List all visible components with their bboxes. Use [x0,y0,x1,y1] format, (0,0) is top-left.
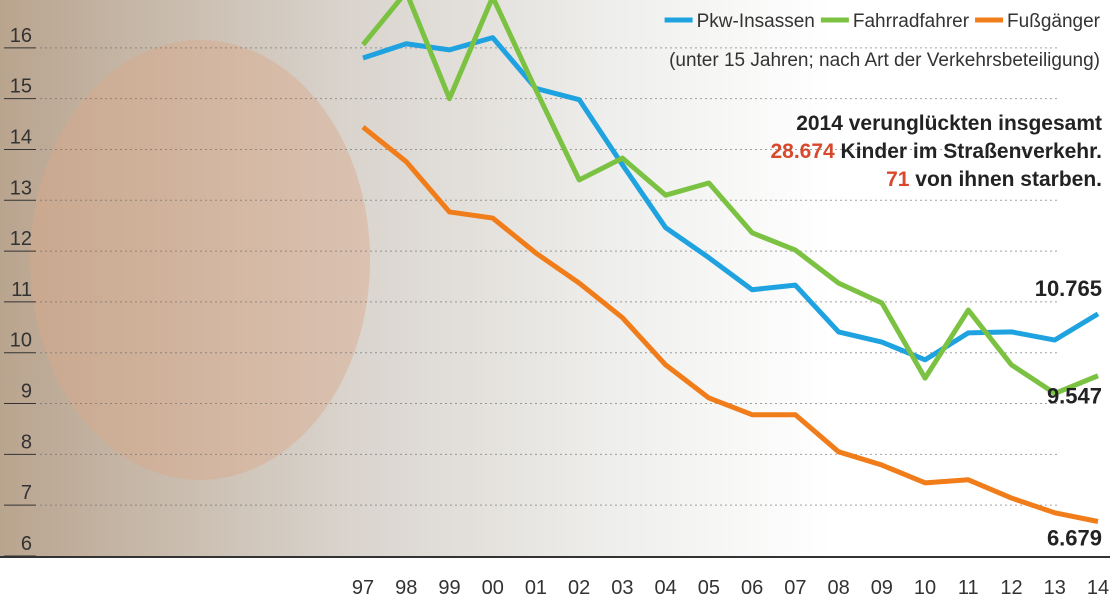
end-label: 6.679 [1047,525,1102,550]
annotation-part: 71 [886,168,910,191]
legend: Fußgänger Fahrradfahrer Pkw-Insassen [665,11,1101,32]
y-tick-label: 9 [21,381,32,403]
annotation-part: von ihnen starben. [909,168,1102,191]
y-tick-label: 10 [10,330,32,352]
y-tick-label: 12 [10,228,32,250]
legend-label: Fußgänger [1007,11,1101,32]
x-tick-label: 04 [655,577,677,599]
x-tick-label: 12 [1000,577,1022,599]
x-tick-label: 03 [611,577,633,599]
x-tick-label: 09 [871,577,893,599]
y-tick-label: 16 [10,25,32,47]
x-tick-label: 07 [784,577,806,599]
x-tick-label: 05 [698,577,720,599]
photo-figure [30,40,370,480]
y-tick-label: 15 [10,76,32,98]
y-tick-label: 8 [21,431,32,453]
end-label: 10.765 [1035,276,1102,301]
end-label: 9.547 [1047,384,1102,409]
y-tick-label: 6 [21,533,32,555]
x-tick-label: 00 [482,577,504,599]
x-tick-label: 02 [568,577,590,599]
x-tick-label: 08 [827,577,849,599]
annotation-part: 28.674 [770,140,835,163]
y-tick-label: 11 [11,279,32,301]
axis-band [0,557,1110,602]
y-tick-label: 13 [10,177,32,199]
annotation-part: 2014 verunglückten insgesamt [796,112,1102,135]
subtitle: (unter 15 Jahren; nach Art der Verkehrsb… [669,50,1100,71]
annotation-line: 2014 verunglückten insgesamt [796,112,1102,135]
annotation-line: 28.674 Kinder im Straßenverkehr. [770,140,1102,163]
y-tick-label: 7 [21,482,32,504]
annotation-part: Kinder im Straßenverkehr. [835,140,1102,163]
chart: (unter 15 Jahren; nach Art der Verkehrsb… [0,0,1110,602]
x-tick-label: 97 [352,577,374,599]
x-tick-label: 06 [741,577,763,599]
x-tick-label: 13 [1044,577,1066,599]
x-tick-label: 99 [438,577,460,599]
x-tick-label: 98 [395,577,417,599]
legend-label: Fahrradfahrer [853,11,970,32]
x-tick-label: 14 [1087,577,1109,599]
x-tick-label: 11 [958,577,979,599]
y-tick-label: 14 [10,126,32,148]
x-tick-label: 10 [914,577,936,599]
x-tick-label: 01 [525,577,547,599]
annotation-line: 71 von ihnen starben. [886,168,1102,191]
legend-label: Pkw-Insassen [697,11,815,32]
